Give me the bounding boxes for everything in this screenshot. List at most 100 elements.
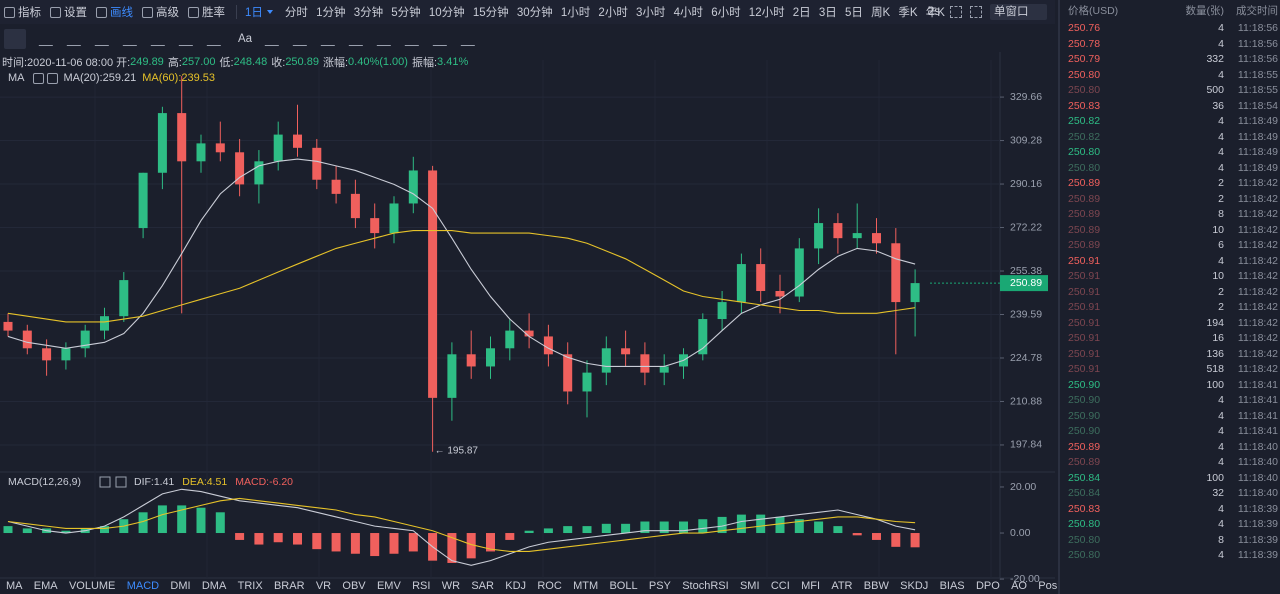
window-select[interactable]: 单窗口	[990, 4, 1047, 20]
draw-tool[interactable]	[150, 32, 170, 46]
indicator-tab[interactable]: ATR	[831, 580, 853, 592]
toolbar-button[interactable]: 指标	[4, 4, 41, 20]
dropdown-arrow	[266, 10, 273, 14]
timeframe-button[interactable]: 2小时	[598, 7, 628, 19]
indicator-tab[interactable]: MACD	[126, 580, 160, 592]
crosshair-tool[interactable]	[4, 29, 26, 49]
timeframe-button[interactable]: 3小时	[636, 7, 666, 19]
indicator-tab[interactable]: ROC	[537, 580, 562, 592]
indicator-tab[interactable]: OBV	[342, 580, 366, 592]
trade-price: 250.83	[1068, 502, 1101, 515]
trade-qty: 518	[1206, 363, 1224, 375]
trade-qty: 4	[1218, 254, 1224, 267]
draw-tool[interactable]	[432, 32, 452, 46]
draw-tool[interactable]	[206, 32, 226, 46]
macd-bar	[138, 512, 148, 534]
settings-icon[interactable]	[32, 72, 44, 84]
candle-body	[61, 348, 71, 361]
indicator-tab[interactable]: EMV	[376, 580, 401, 592]
indicator-tab[interactable]: AO	[1011, 580, 1027, 592]
indicator-tab[interactable]: DMA	[201, 580, 227, 592]
timeframe-button[interactable]: 周K	[871, 7, 891, 19]
timeframe-button[interactable]: 年K	[925, 7, 945, 19]
close-icon[interactable]	[46, 72, 58, 84]
indicator-tab[interactable]: BIAS	[939, 580, 965, 592]
timeframe-button[interactable]: 5分钟	[391, 7, 421, 19]
indicator-tab[interactable]: EMA	[33, 580, 58, 592]
draw-tool[interactable]	[348, 32, 368, 46]
indicator-line	[7, 497, 916, 552]
draw-tool[interactable]	[460, 32, 480, 46]
timeframe-button[interactable]: 3日	[818, 7, 837, 19]
timeframe-button[interactable]: 1日	[245, 7, 263, 19]
toolbar-button[interactable]: 胜率	[188, 4, 225, 20]
timeframe-button[interactable]: 10分钟	[428, 7, 465, 19]
indicator-tab[interactable]: MA	[6, 580, 23, 592]
trade-qty: 136	[1206, 347, 1224, 360]
timeframe-button[interactable]: 季K	[898, 7, 918, 19]
draw-tool[interactable]	[122, 32, 142, 46]
indicator-tab[interactable]: SMI	[739, 580, 760, 592]
trade-time: 11:18:39	[1237, 518, 1278, 530]
draw-tool[interactable]	[94, 32, 114, 46]
toolbar-button[interactable]: 画线	[96, 4, 133, 20]
indicator-tab[interactable]: VOLUME	[68, 580, 116, 592]
draw-tool[interactable]	[292, 32, 312, 46]
timeframe-button[interactable]: 分时	[284, 7, 308, 19]
indicator-tab[interactable]: VR	[315, 580, 332, 592]
timeframe-button[interactable]: 2日	[792, 7, 811, 19]
toolbar-button[interactable]: 高级	[142, 4, 179, 20]
candle-body	[736, 264, 746, 303]
draw-tool[interactable]	[376, 32, 396, 46]
draw-tool[interactable]	[264, 32, 284, 46]
refresh-rate[interactable]: 2s	[928, 6, 941, 18]
indicator-tab[interactable]: PSY	[648, 580, 671, 592]
candle-body	[775, 291, 785, 297]
draw-tool[interactable]	[404, 32, 424, 46]
timeframe-button[interactable]: 5日	[844, 7, 863, 19]
trade-row: 250.89 2 11:18:42	[1060, 192, 1280, 207]
timeframe-button[interactable]: 12小时	[748, 7, 785, 19]
timeframe-button[interactable]: 3分钟	[353, 7, 384, 19]
timeframe-button[interactable]: 1分钟	[316, 7, 346, 19]
indicator-tab[interactable]: BRAR	[273, 580, 305, 592]
candle-body	[582, 372, 592, 392]
indicator-tab[interactable]: DMI	[170, 580, 191, 592]
last-price-tag	[1000, 275, 1048, 292]
draw-tool[interactable]	[320, 32, 340, 46]
indicator-tab[interactable]: KDJ	[505, 580, 527, 592]
indicator-tab[interactable]: MTM	[573, 580, 599, 592]
expand-icon[interactable]	[970, 6, 982, 18]
indicator-tab[interactable]: RSI	[412, 580, 431, 592]
draw-tool[interactable]	[178, 32, 198, 46]
indicator-tab[interactable]: MFI	[801, 580, 821, 592]
macd-bar	[872, 533, 881, 540]
indicator-tab[interactable]: SAR	[471, 580, 494, 592]
indicator-tab[interactable]: CCI	[770, 580, 790, 592]
toolbar-button[interactable]: 设置	[50, 4, 87, 20]
timeframe-button[interactable]: 6小时	[711, 7, 741, 19]
indicator-tab[interactable]: StochRSI	[682, 580, 729, 592]
text-tool[interactable]: Aa	[238, 33, 253, 45]
indicator-tab[interactable]: SKDJ	[900, 580, 929, 592]
macd-bar	[833, 526, 843, 534]
indicator-tab[interactable]: BBW	[863, 580, 889, 592]
indicator-tab[interactable]: WR	[441, 580, 461, 592]
draw-tool[interactable]	[66, 32, 86, 46]
timeframe-button[interactable]: 4小时	[673, 7, 704, 19]
fullscreen-icon[interactable]	[950, 6, 962, 18]
trade-row: 250.89 10 11:18:42	[1060, 223, 1280, 238]
indicator-tab[interactable]: BOLL	[609, 580, 638, 592]
candle-body	[100, 316, 109, 331]
macd-bar	[505, 533, 515, 540]
indicator-tab[interactable]: DPO	[975, 580, 1000, 592]
macd-title: MACD(12,26,9)	[8, 476, 81, 488]
timeframe-button[interactable]: 30分钟	[516, 7, 553, 19]
timeframe-button[interactable]: 15分钟	[472, 7, 509, 19]
timeframe-button[interactable]: 1小时	[560, 7, 591, 19]
draw-tool[interactable]	[38, 32, 58, 46]
legend-entry: MA(20):259.21	[63, 72, 137, 84]
indicator-tab[interactable]: TRIX	[237, 580, 263, 592]
macd-bar	[22, 528, 32, 534]
trade-price: 250.90	[1068, 409, 1101, 422]
